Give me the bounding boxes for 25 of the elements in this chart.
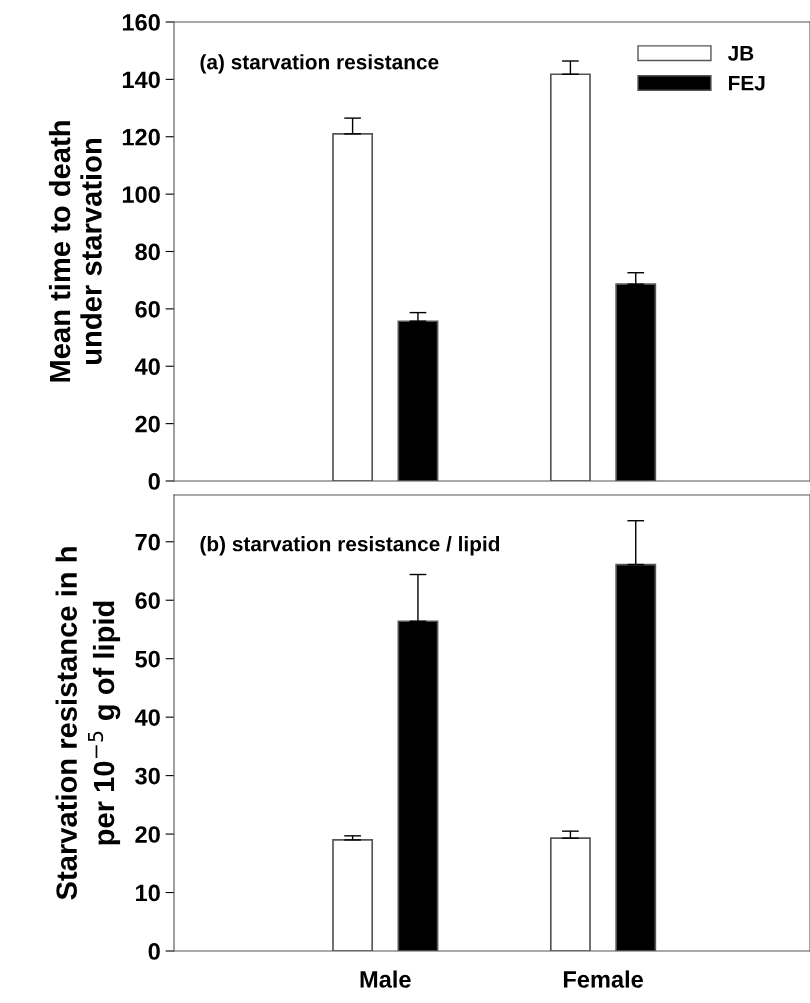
- y-tick-label: 30: [135, 767, 160, 785]
- y-tick-label: 100: [122, 186, 160, 203]
- y-tick-label: 120: [122, 128, 160, 146]
- x-tick-label: Female: [563, 970, 643, 988]
- legend-label: FEJ: [729, 75, 765, 91]
- y-tick-label: 140: [122, 71, 160, 89]
- y-tick-label: 10: [136, 884, 160, 902]
- y-tick-label: 60: [135, 300, 160, 318]
- y-tick-label: 80: [135, 243, 160, 261]
- y-tick-label: 40: [134, 709, 160, 726]
- y-axis-title: Starvation resistance in h per 10$^{−5}$ g of lipid: [55, 547, 121, 900]
- y-tick-label: 0: [148, 473, 160, 490]
- y-tick-label: 0: [148, 943, 160, 960]
- annotation: (b) starvation resistance / lipid: [200, 536, 500, 556]
- legend-label: JB: [727, 46, 754, 61]
- y-tick-label: 160: [122, 14, 160, 31]
- y-tick-label: 20: [135, 826, 160, 843]
- y-tick-label: 40: [134, 358, 160, 376]
- x-tick-label: Male: [360, 970, 411, 988]
- y-tick-label: 70: [135, 533, 160, 551]
- y-axis-title: Mean time to death under starvation: [48, 121, 102, 382]
- y-tick-label: 60: [135, 592, 160, 610]
- annotation: (a) starvation resistance: [200, 54, 439, 74]
- y-tick-label: 20: [135, 415, 160, 433]
- y-tick-label: 50: [135, 650, 160, 668]
